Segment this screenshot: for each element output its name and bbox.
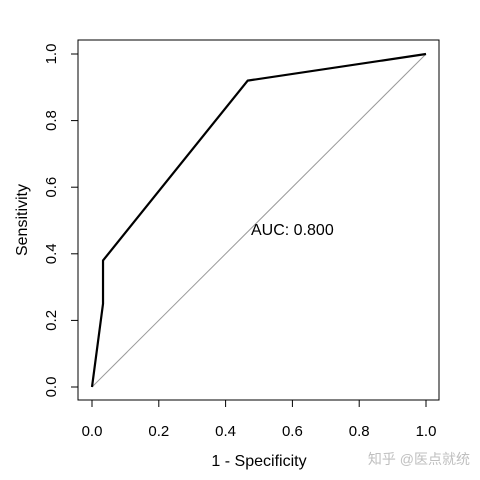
plot-frame (77, 39, 440, 401)
y-axis: 0.0 0.2 0.4 0.6 0.8 1.0 (43, 44, 79, 398)
x-tick-label: 0.6 (282, 423, 303, 440)
reference-diagonal-group (91, 53, 427, 388)
auc-annotation: AUC: 0.800 (251, 222, 334, 239)
reference-diagonal-line (91, 53, 427, 388)
x-axis: 0.0 0.2 0.4 0.6 0.8 1.0 (82, 399, 437, 440)
x-tick-label: 0.2 (148, 423, 169, 440)
watermark-text: 知乎 @医点就统 (368, 451, 470, 467)
annotation-group: AUC: 0.800 (251, 222, 334, 239)
x-tick-label: 0.4 (215, 423, 236, 440)
y-tick-label: 1.0 (43, 44, 60, 65)
y-tick-label: 0.6 (43, 177, 60, 198)
x-axis-title: 1 - Specificity (211, 453, 306, 470)
y-tick-label: 0.2 (43, 310, 60, 331)
y-tick-label: 0.8 (43, 110, 60, 131)
y-axis-title: Sensitivity (14, 184, 31, 256)
x-tick-label: 1.0 (416, 423, 437, 440)
roc-curve-line (90, 52, 427, 388)
x-tick-label: 0.0 (82, 423, 103, 440)
series-group (90, 52, 427, 388)
y-tick-label: 0.0 (43, 377, 60, 398)
x-tick-label: 0.8 (349, 423, 370, 440)
y-tick-label: 0.4 (43, 243, 60, 264)
